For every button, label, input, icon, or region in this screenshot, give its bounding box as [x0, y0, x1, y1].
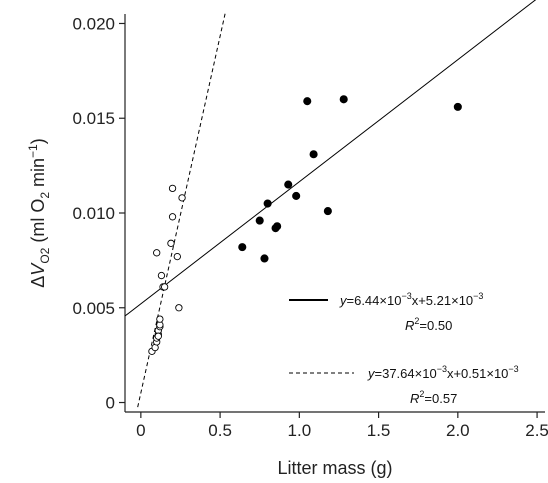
y-axis-title-close: ) — [28, 138, 48, 144]
data-point-filled — [263, 199, 272, 208]
legend-solid-eq-exp2: −3 — [473, 291, 483, 301]
x-tick-label: 1.0 — [288, 421, 312, 440]
y-ticks: 0 0.005 0.010 0.015 0.020 — [72, 14, 125, 413]
legend-dashed-eq-mid: =37.64×10 — [375, 366, 437, 381]
legend: y=6.44×10−3x+5.21×10−3 R2=0.50 y=37.64×1… — [289, 291, 519, 406]
data-point-open — [168, 213, 177, 221]
y-axis-title-exp: −1 — [26, 144, 40, 158]
x-tick-label: 1.5 — [367, 421, 391, 440]
legend-dashed-equation: y=37.64×10−3x+0.51×10−3 — [367, 364, 519, 381]
y-axis-title-v-sub: O2 — [38, 247, 52, 263]
data-point-open — [157, 271, 166, 280]
y-axis-title-unit: min — [28, 158, 48, 192]
data-point-filled — [238, 243, 247, 252]
data-point-open — [167, 239, 175, 247]
legend-solid-r2-r: R — [405, 318, 414, 333]
regression-line-dashed — [137, 11, 227, 408]
y-tick-label: 0.020 — [72, 14, 115, 33]
data-point-open — [175, 304, 183, 312]
y-tick-label: 0.015 — [72, 109, 115, 128]
legend-solid-eq-mid2: x+5.21×10 — [412, 293, 473, 308]
legend-solid-r2-sup: 2 — [414, 316, 419, 326]
data-point-filled — [284, 180, 293, 189]
legend-solid-eq-y: y — [339, 293, 348, 308]
legend-dashed-eq-exp2: −3 — [508, 364, 518, 374]
fit-lines — [124, 0, 537, 408]
y-axis-title-open: (ml O — [28, 199, 48, 248]
regression-line-solid — [124, 0, 537, 317]
x-tick-label: 0 — [136, 421, 145, 440]
legend-solid-eq-mid: =6.44×10 — [347, 293, 402, 308]
legend-dashed-r2: R2=0.57 — [410, 389, 457, 406]
x-ticks: 0 0.5 1.0 1.5 2.0 2.5 — [136, 412, 548, 440]
data-point-open — [173, 252, 181, 261]
data-point-filled — [339, 95, 348, 104]
legend-solid-equation: y=6.44×10−3x+5.21×10−3 — [339, 291, 483, 308]
data-point-filled — [453, 102, 462, 111]
data-points — [148, 95, 462, 356]
y-axis-title-delta: Δ — [28, 276, 48, 288]
y-axis-title-o2-sub: 2 — [38, 192, 52, 199]
data-point-open — [153, 249, 161, 257]
legend-solid-r2: R2=0.50 — [405, 316, 452, 333]
legend-dashed-eq-y: y — [367, 366, 376, 381]
data-point-open — [154, 332, 162, 340]
legend-dashed-r2-val: =0.57 — [424, 391, 457, 406]
y-tick-label: 0.010 — [72, 204, 115, 223]
legend-dashed-r2-r: R — [410, 391, 419, 406]
legend-dashed-eq-exp1: −3 — [437, 364, 447, 374]
legend-dashed-r2-sup: 2 — [419, 389, 424, 399]
data-point-open — [178, 194, 186, 202]
x-tick-label: 2.5 — [525, 421, 548, 440]
data-point-filled — [273, 222, 282, 231]
axes — [124, 14, 545, 413]
data-point-filled — [309, 150, 318, 159]
data-point-open — [156, 315, 164, 323]
data-point-filled — [260, 254, 269, 263]
x-axis-title: Litter mass (g) — [277, 458, 392, 478]
data-point-open — [168, 184, 177, 193]
x-tick-label: 0.5 — [208, 421, 232, 440]
y-axis-title: ΔVO2 (ml O2 min−1) — [26, 138, 52, 287]
y-axis-title-v: V — [28, 262, 48, 276]
data-point-filled — [323, 207, 332, 216]
legend-solid-eq-exp1: −3 — [401, 291, 411, 301]
data-point-open — [160, 283, 169, 291]
y-tick-label: 0 — [106, 394, 115, 413]
legend-solid-r2-val: =0.50 — [419, 318, 452, 333]
x-tick-label: 2.0 — [446, 421, 470, 440]
y-tick-label: 0.005 — [72, 299, 115, 318]
legend-dashed-eq-mid2: x+0.51×10 — [447, 366, 508, 381]
data-point-filled — [303, 97, 312, 106]
data-point-filled — [292, 191, 301, 200]
data-point-filled — [255, 216, 264, 225]
